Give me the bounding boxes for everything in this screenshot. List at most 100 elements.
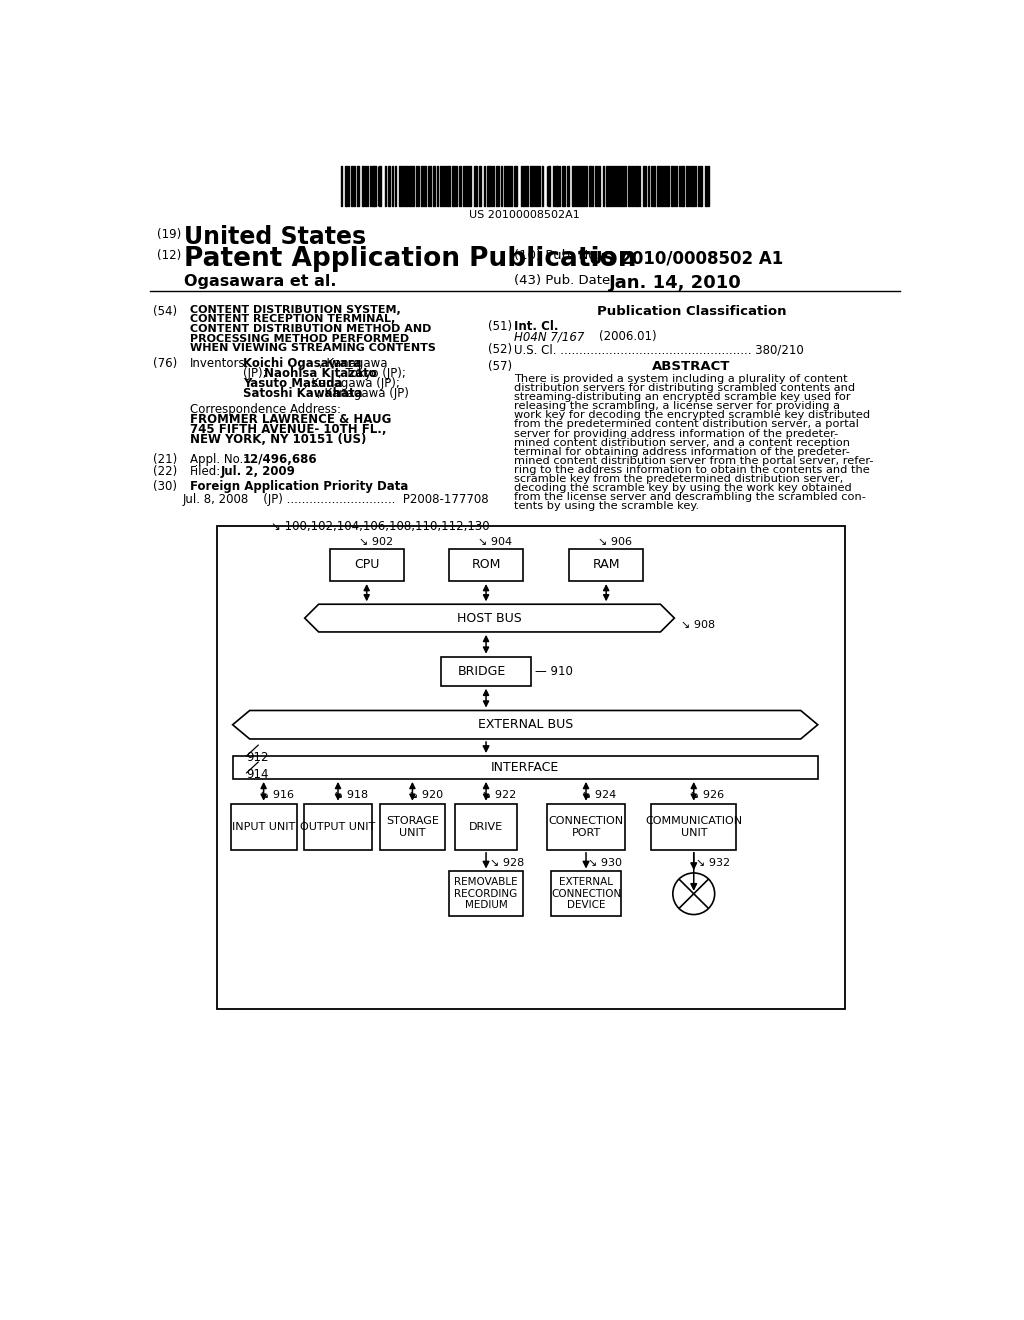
- Text: (10) Pub. No.:: (10) Pub. No.:: [514, 249, 604, 263]
- Bar: [450, 871, 523, 916]
- Text: STORAGE
UNIT: STORAGE UNIT: [386, 816, 439, 838]
- Bar: [551, 871, 621, 916]
- Text: OUTPUT UNIT: OUTPUT UNIT: [300, 822, 376, 832]
- Text: distribution servers for distributing scrambled contents and: distribution servers for distributing sc…: [514, 383, 855, 393]
- Text: (21): (21): [153, 453, 177, 466]
- Text: ring to the address information to obtain the contents and the: ring to the address information to obtai…: [514, 465, 869, 475]
- Text: releasing the scrambling, a license server for providing a: releasing the scrambling, a license serv…: [514, 401, 840, 412]
- Text: CPU: CPU: [354, 558, 379, 572]
- Text: tents by using the scramble key.: tents by using the scramble key.: [514, 502, 699, 511]
- Text: (19): (19): [158, 227, 181, 240]
- Text: ROM: ROM: [471, 558, 501, 572]
- Text: NEW YORK, NY 10151 (US): NEW YORK, NY 10151 (US): [190, 433, 367, 446]
- Text: ↘ 100,102,104,106,108,110,112,130: ↘ 100,102,104,106,108,110,112,130: [271, 520, 490, 532]
- Text: Publication Classification: Publication Classification: [597, 305, 786, 318]
- Bar: [380, 804, 444, 850]
- Text: FROMMER LAWRENCE & HAUG: FROMMER LAWRENCE & HAUG: [190, 413, 391, 426]
- Text: INTERFACE: INTERFACE: [492, 760, 559, 774]
- Text: Koichi Ogasawara: Koichi Ogasawara: [243, 358, 361, 370]
- Text: ↘ 902: ↘ 902: [359, 537, 393, 548]
- Bar: [547, 804, 625, 850]
- Text: HOST BUS: HOST BUS: [457, 611, 522, 624]
- Text: scramble key from the predetermined distribution server,: scramble key from the predetermined dist…: [514, 474, 843, 484]
- Text: ↘ 922: ↘ 922: [482, 789, 516, 800]
- Text: terminal for obtaining address information of the predeter-: terminal for obtaining address informati…: [514, 446, 850, 457]
- Text: Inventors:: Inventors:: [190, 358, 250, 370]
- Bar: [455, 804, 517, 850]
- Text: EXTERNAL
CONNECTION
DEVICE: EXTERNAL CONNECTION DEVICE: [551, 878, 622, 911]
- Text: There is provided a system including a plurality of content: There is provided a system including a p…: [514, 374, 848, 384]
- Text: US 20100008502A1: US 20100008502A1: [469, 210, 581, 220]
- Text: server for providing address information of the predeter-: server for providing address information…: [514, 429, 839, 438]
- Text: Ogasawara et al.: Ogasawara et al.: [183, 275, 336, 289]
- Text: , Kanagawa (JP): , Kanagawa (JP): [317, 387, 409, 400]
- Text: Correspondence Address:: Correspondence Address:: [190, 404, 341, 416]
- Text: PROCESSING METHOD PERFORMED: PROCESSING METHOD PERFORMED: [190, 334, 410, 343]
- Text: H04N 7/167: H04N 7/167: [514, 330, 585, 343]
- Text: , Tokyo (JP);: , Tokyo (JP);: [338, 367, 406, 380]
- Text: ↘ 924: ↘ 924: [583, 789, 616, 800]
- Text: 914: 914: [246, 768, 268, 781]
- Text: (JP);: (JP);: [243, 367, 270, 380]
- Text: mined content distribution server from the portal server, refer-: mined content distribution server from t…: [514, 455, 873, 466]
- Text: ↘ 926: ↘ 926: [690, 789, 724, 800]
- Text: Patent Application Publication: Patent Application Publication: [183, 246, 636, 272]
- Text: 12/496,686: 12/496,686: [243, 453, 317, 466]
- Text: Foreign Application Priority Data: Foreign Application Priority Data: [190, 480, 409, 494]
- Bar: [651, 804, 736, 850]
- Text: Jan. 14, 2010: Jan. 14, 2010: [608, 275, 741, 292]
- Text: 912: 912: [246, 751, 268, 764]
- Text: Appl. No.:: Appl. No.:: [190, 453, 247, 466]
- Text: (51): (51): [488, 321, 512, 333]
- Text: ↘ 928: ↘ 928: [489, 858, 524, 867]
- Text: (30): (30): [153, 480, 177, 494]
- Text: United States: United States: [183, 226, 366, 249]
- Text: — 910: — 910: [536, 665, 573, 677]
- Text: ↘ 916: ↘ 916: [260, 789, 294, 800]
- Text: Jul. 2, 2009: Jul. 2, 2009: [221, 465, 296, 478]
- Polygon shape: [305, 605, 675, 632]
- Text: from the license server and descrambling the scrambled con-: from the license server and descrambling…: [514, 492, 866, 502]
- Text: CONNECTION
PORT: CONNECTION PORT: [549, 816, 624, 838]
- Text: ↘ 906: ↘ 906: [598, 537, 633, 548]
- Bar: [449, 549, 523, 581]
- Text: CONTENT DISTRIBUTION SYSTEM,: CONTENT DISTRIBUTION SYSTEM,: [190, 305, 400, 314]
- Text: streaming-distributing an encrypted scramble key used for: streaming-distributing an encrypted scra…: [514, 392, 851, 403]
- Bar: [441, 656, 530, 686]
- Text: Naohisa Kitazato: Naohisa Kitazato: [263, 367, 377, 380]
- Bar: [217, 525, 845, 1010]
- Text: ↘ 918: ↘ 918: [334, 789, 369, 800]
- Bar: [230, 804, 297, 850]
- Text: decoding the scramble key by using the work key obtained: decoding the scramble key by using the w…: [514, 483, 852, 494]
- Text: ↘ 904: ↘ 904: [478, 537, 512, 548]
- Text: (76): (76): [153, 358, 177, 370]
- Text: COMMUNICATION
UNIT: COMMUNICATION UNIT: [645, 816, 742, 838]
- Text: CONTENT DISTRIBUTION METHOD AND: CONTENT DISTRIBUTION METHOD AND: [190, 323, 431, 334]
- Text: Yasuto Masuda: Yasuto Masuda: [243, 378, 342, 391]
- Text: US 2010/0008502 A1: US 2010/0008502 A1: [589, 249, 783, 267]
- Text: ↘ 908: ↘ 908: [681, 620, 715, 631]
- Text: (2006.01): (2006.01): [599, 330, 656, 343]
- Text: BRIDGE: BRIDGE: [458, 665, 506, 677]
- Polygon shape: [232, 710, 818, 739]
- Text: (54): (54): [153, 305, 177, 318]
- Text: (57): (57): [488, 360, 512, 374]
- Text: U.S. Cl. ................................................... 380/210: U.S. Cl. ...............................…: [514, 343, 804, 356]
- Text: , Kanagawa: , Kanagawa: [319, 358, 388, 370]
- Text: (43) Pub. Date:: (43) Pub. Date:: [514, 275, 614, 286]
- Circle shape: [673, 873, 715, 915]
- Text: Filed:: Filed:: [190, 465, 221, 478]
- Text: , Kanagawa (JP);: , Kanagawa (JP);: [304, 378, 399, 391]
- Text: RAM: RAM: [593, 558, 620, 572]
- Bar: [569, 549, 643, 581]
- Text: ↘ 932: ↘ 932: [696, 858, 730, 867]
- Text: DRIVE: DRIVE: [469, 822, 503, 832]
- Text: Int. Cl.: Int. Cl.: [514, 321, 558, 333]
- Text: REMOVABLE
RECORDING
MEDIUM: REMOVABLE RECORDING MEDIUM: [455, 878, 518, 911]
- Bar: [304, 804, 372, 850]
- Text: CONTENT RECEPTION TERMINAL,: CONTENT RECEPTION TERMINAL,: [190, 314, 395, 325]
- Text: ↘ 920: ↘ 920: [409, 789, 442, 800]
- Text: work key for decoding the encrypted scramble key distributed: work key for decoding the encrypted scra…: [514, 411, 870, 420]
- Text: 745 FIFTH AVENUE- 10TH FL.,: 745 FIFTH AVENUE- 10TH FL.,: [190, 424, 386, 437]
- Bar: [232, 756, 818, 779]
